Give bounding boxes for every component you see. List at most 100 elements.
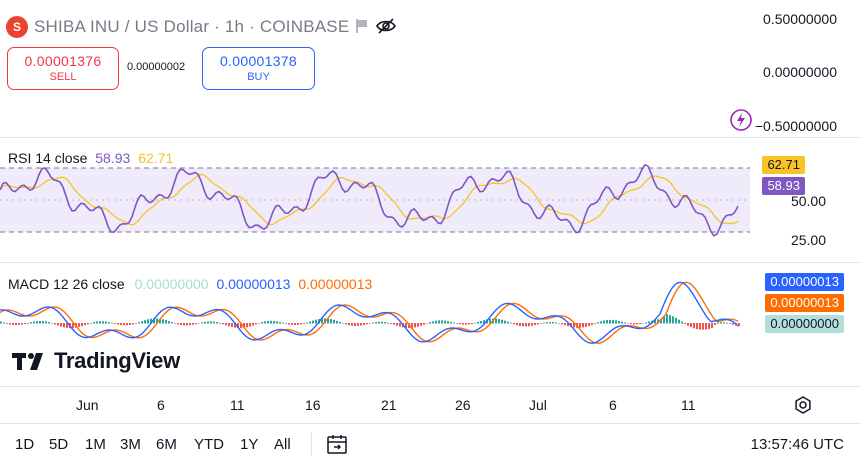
pane-separator[interactable] (0, 262, 861, 263)
macd-histogram-bar (132, 323, 134, 325)
macd-histogram-bar (366, 323, 368, 325)
macd-histogram-bar (267, 320, 269, 324)
time-axis-label: 21 (381, 397, 397, 413)
toolbar-border (0, 423, 861, 424)
macd-histogram-bar (246, 323, 248, 328)
timeframe-6m[interactable]: 6M (156, 436, 177, 453)
macd-histogram-bar (240, 323, 242, 329)
macd-histogram-bar (630, 323, 632, 325)
macd-histogram-bar (78, 323, 80, 328)
time-axis-label: 11 (681, 397, 696, 413)
macd-histogram-bar (669, 315, 671, 324)
macd-histogram-bar (525, 323, 527, 327)
macd-histogram-bar (309, 321, 311, 324)
macd-histogram-bar (501, 319, 503, 324)
macd-histogram-bar (723, 322, 725, 324)
macd-histogram-bar (582, 323, 584, 328)
sell-label: SELL (49, 71, 77, 83)
macd-histogram-bar (204, 321, 206, 324)
macd-histogram-bar (30, 322, 32, 324)
timeframe-1m[interactable]: 1M (85, 436, 106, 453)
macd-histogram-bar (282, 322, 284, 324)
sell-price: 0.00001376 (24, 53, 102, 69)
timeframe-1d[interactable]: 1D (15, 436, 35, 453)
macd-histogram-bar (96, 321, 98, 324)
macd-histogram-bar (708, 323, 710, 330)
macd-histogram-bar (543, 322, 545, 324)
macd-histogram-bar (285, 323, 287, 324)
calendar-range-icon[interactable] (325, 432, 349, 461)
macd-histogram-bar (18, 323, 20, 325)
macd-histogram-bar (444, 320, 446, 324)
rsi-plot[interactable] (0, 138, 750, 262)
macd-histogram-bar (303, 323, 305, 324)
settings-icon[interactable] (793, 395, 813, 420)
macd-histogram-bar (717, 322, 719, 324)
macd-histogram-bar (21, 323, 23, 325)
rsi-legend[interactable]: RSI 14 close 58.93 62.71 (8, 150, 173, 166)
macd-histogram-bar (513, 323, 515, 325)
buy-button[interactable]: 0.00001378 BUY (202, 47, 315, 90)
macd-histogram-bar (288, 323, 290, 325)
macd-histogram-bar (126, 323, 128, 326)
timeframe-ytd[interactable]: YTD (194, 436, 224, 453)
macd-histogram-bar (111, 322, 113, 324)
macd-histogram-bar (315, 319, 317, 324)
macd-histogram-bar (330, 319, 332, 324)
timeframe-3m[interactable]: 3M (120, 436, 141, 453)
macd-histogram-bar (702, 323, 704, 330)
macd-histogram-bar (534, 323, 536, 326)
macd-histogram-bar (471, 323, 473, 324)
macd-histogram-bar (129, 323, 131, 325)
macd-histogram-bar (54, 323, 56, 325)
macd-histogram-bar (105, 321, 107, 324)
macd-histogram-bar (714, 323, 716, 325)
macd-histogram-bar (210, 321, 212, 324)
macd-histogram-bar (474, 322, 476, 324)
rsi-value: 58.93 (95, 150, 131, 166)
macd-histogram-bar (645, 322, 647, 324)
macd-histogram-bar (483, 320, 485, 324)
spread-value: 0.00000002 (127, 61, 186, 73)
macd-histogram-bar (321, 318, 323, 324)
macd-histogram-bar (378, 321, 380, 324)
macd-histogram-bar (48, 322, 50, 324)
pane-separator[interactable] (0, 137, 861, 138)
macd-histogram-bar (399, 323, 401, 327)
time-axis-label: 6 (609, 397, 617, 413)
macd-histogram-bar (51, 322, 53, 324)
macd-histogram-bar (333, 319, 335, 324)
timeframe-all[interactable]: All (274, 436, 291, 453)
flag-icon[interactable] (355, 18, 369, 37)
macd-histogram-bar (387, 322, 389, 324)
macd-histogram-bar (657, 319, 659, 324)
macd-histogram-bar (666, 314, 668, 324)
timeframe-5d[interactable]: 5D (49, 436, 69, 453)
macd-histogram-bar (573, 323, 575, 328)
macd-histogram-bar (516, 323, 518, 326)
macd-histogram-bar (45, 321, 47, 324)
timeframe-1y[interactable]: 1Y (240, 436, 259, 453)
macd-histogram-bar (459, 323, 461, 325)
macd-histogram-bar (531, 323, 533, 326)
macd-histogram-bar (495, 318, 497, 324)
macd-histogram-bar (456, 323, 458, 324)
macd-histogram-bar (63, 323, 65, 328)
macd-plot[interactable] (0, 263, 750, 386)
macd-histogram-bar (726, 322, 728, 324)
macd-histogram-bar (351, 323, 353, 326)
macd-legend[interactable]: MACD 12 26 close 0.00000000 0.00000013 0… (8, 276, 372, 292)
macd-histogram-bar (510, 322, 512, 324)
macd-histogram-bar (480, 321, 482, 324)
sell-button[interactable]: 0.00001376 SELL (7, 47, 119, 90)
eye-off-icon[interactable] (375, 17, 397, 38)
macd-histogram-bar (507, 321, 509, 324)
symbol-title[interactable]: SHIBA INU / US Dollar · 1h · COINBASE (34, 17, 350, 36)
macd-histogram-bar (405, 323, 407, 328)
clock-utc[interactable]: 13:57:46 UTC (750, 436, 844, 453)
macd-signal-value: 0.00000013 (298, 276, 373, 292)
lightning-icon[interactable] (730, 109, 752, 136)
macd-histogram-bar (390, 323, 392, 324)
macd-histogram-bar (72, 323, 74, 329)
macd-histogram-bar (162, 319, 164, 324)
